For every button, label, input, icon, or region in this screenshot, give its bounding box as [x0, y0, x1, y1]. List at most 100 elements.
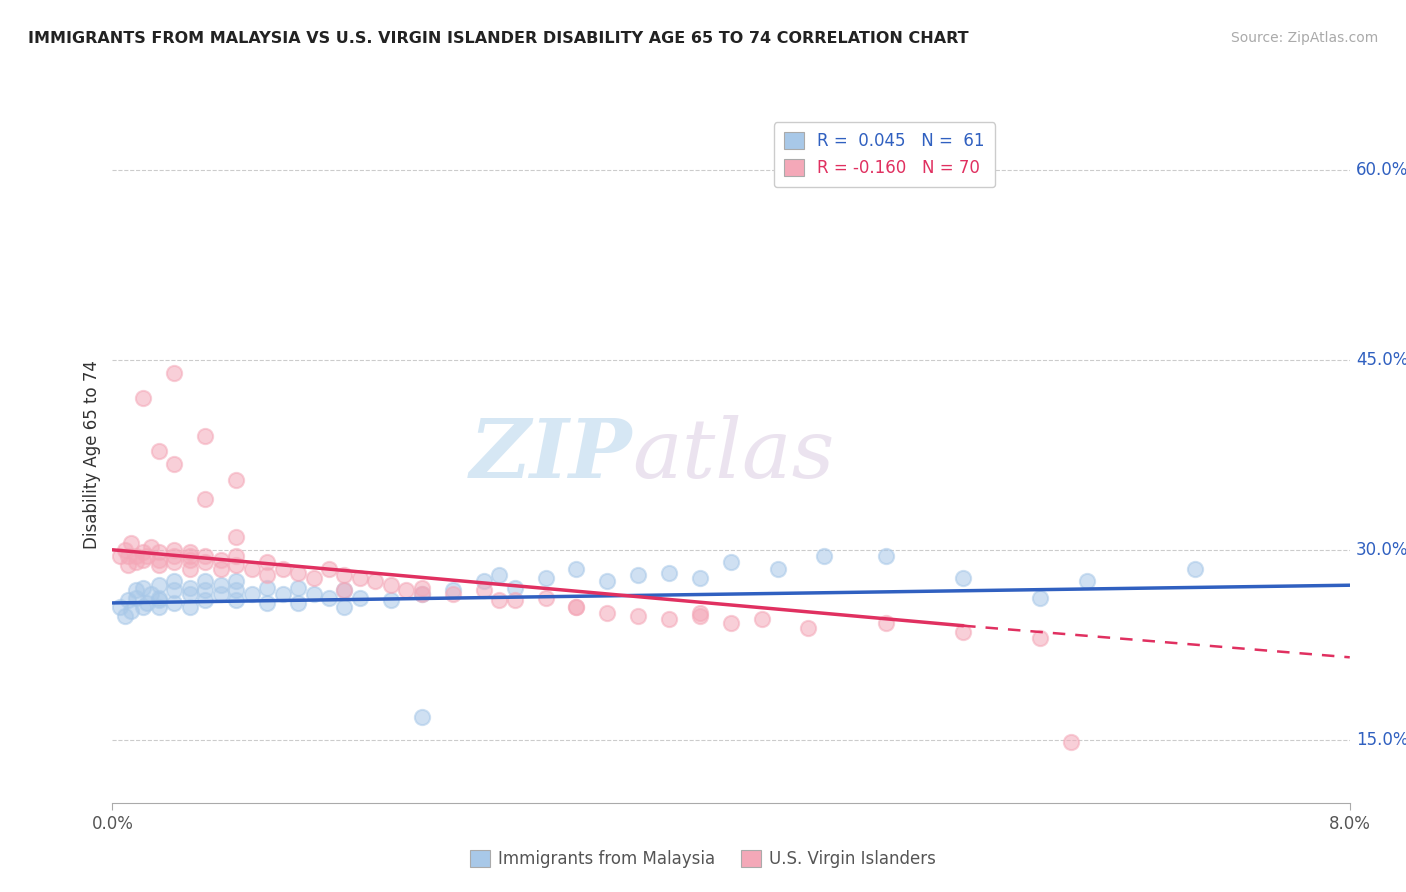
Point: [179, 581, 201, 595]
Point: [148, 545, 170, 559]
Point: [179, 587, 201, 601]
Point: [163, 574, 186, 589]
Point: [952, 571, 974, 585]
Point: [132, 545, 155, 559]
Point: [488, 593, 510, 607]
Point: [472, 574, 495, 589]
Point: [120, 536, 142, 550]
Point: [1029, 591, 1052, 605]
Point: [194, 549, 217, 563]
Point: [534, 571, 557, 585]
Point: [120, 603, 142, 617]
Point: [565, 562, 588, 576]
Point: [627, 608, 650, 623]
Point: [302, 571, 325, 585]
Point: [689, 608, 711, 623]
Point: [110, 549, 132, 563]
Text: 30.0%: 30.0%: [1355, 541, 1406, 558]
Point: [148, 578, 170, 592]
Point: [209, 562, 232, 576]
Point: [658, 566, 681, 580]
Point: [124, 591, 148, 605]
Point: [141, 587, 163, 601]
Point: [411, 581, 433, 595]
Point: [209, 553, 232, 567]
Point: [271, 587, 294, 601]
Point: [875, 616, 897, 631]
Point: [124, 556, 148, 570]
Point: [132, 599, 155, 614]
Point: [194, 556, 217, 570]
Point: [163, 457, 186, 471]
Point: [333, 599, 356, 614]
Point: [380, 578, 402, 592]
Point: [720, 616, 742, 631]
Point: [256, 581, 278, 595]
Point: [225, 473, 247, 487]
Point: [163, 583, 186, 598]
Point: [751, 612, 773, 626]
Point: [488, 568, 510, 582]
Point: [135, 549, 157, 563]
Point: [627, 568, 650, 582]
Legend: Immigrants from Malaysia, U.S. Virgin Islanders: Immigrants from Malaysia, U.S. Virgin Is…: [464, 843, 942, 875]
Point: [163, 596, 186, 610]
Point: [163, 366, 186, 380]
Point: [124, 549, 148, 563]
Point: [225, 593, 247, 607]
Point: [179, 599, 201, 614]
Point: [209, 578, 232, 592]
Point: [135, 596, 157, 610]
Point: [114, 608, 136, 623]
Y-axis label: Disability Age 65 to 74: Disability Age 65 to 74: [83, 360, 101, 549]
Point: [240, 587, 263, 601]
Point: [163, 542, 186, 557]
Point: [225, 549, 247, 563]
Point: [349, 591, 371, 605]
Point: [411, 710, 433, 724]
Point: [596, 606, 619, 620]
Point: [194, 429, 217, 443]
Point: [148, 599, 170, 614]
Point: [318, 562, 340, 576]
Point: [179, 562, 201, 576]
Point: [132, 391, 155, 405]
Point: [333, 568, 356, 582]
Point: [148, 444, 170, 458]
Text: 60.0%: 60.0%: [1355, 161, 1406, 179]
Point: [534, 591, 557, 605]
Point: [194, 574, 217, 589]
Point: [148, 558, 170, 572]
Point: [395, 583, 418, 598]
Point: [225, 530, 247, 544]
Point: [875, 549, 897, 563]
Point: [194, 593, 217, 607]
Point: [689, 571, 711, 585]
Point: [271, 562, 294, 576]
Point: [441, 587, 464, 601]
Point: [349, 571, 371, 585]
Point: [720, 556, 742, 570]
Point: [132, 553, 155, 567]
Point: [1029, 632, 1052, 646]
Point: [256, 596, 278, 610]
Text: IMMIGRANTS FROM MALAYSIA VS U.S. VIRGIN ISLANDER DISABILITY AGE 65 TO 74 CORRELA: IMMIGRANTS FROM MALAYSIA VS U.S. VIRGIN …: [28, 31, 969, 46]
Point: [472, 583, 495, 598]
Point: [302, 587, 325, 601]
Point: [117, 549, 139, 563]
Point: [225, 574, 247, 589]
Point: [141, 541, 163, 555]
Point: [148, 591, 170, 605]
Point: [813, 549, 835, 563]
Point: [689, 606, 711, 620]
Point: [333, 583, 356, 598]
Point: [225, 583, 247, 598]
Point: [163, 556, 186, 570]
Point: [565, 599, 588, 614]
Legend: R =  0.045   N =  61, R = -0.160   N = 70: R = 0.045 N = 61, R = -0.160 N = 70: [775, 122, 995, 187]
Point: [952, 625, 974, 640]
Point: [256, 568, 278, 582]
Point: [1076, 574, 1098, 589]
Point: [318, 591, 340, 605]
Point: [411, 587, 433, 601]
